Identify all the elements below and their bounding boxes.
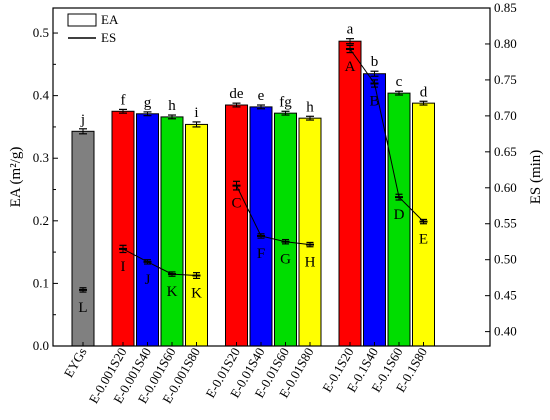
bar-E-0.1S80 [412, 102, 435, 347]
ea-label-E-0.001S40: g [144, 95, 152, 111]
ea-label-E-0.1S80: d [420, 84, 428, 100]
bar-E-0.001S20 [111, 110, 135, 347]
es-line-group-3 [236, 185, 311, 246]
left-tick-label-0.2: 0.2 [33, 213, 49, 228]
left-axis-title: EA (m²/g) [8, 147, 24, 208]
right-tick-label-0.45: 0.45 [494, 288, 517, 303]
ea-label-E-0.1S60: c [396, 74, 403, 90]
es-label-E-0.1S40: B [369, 94, 379, 110]
es-label-E-0.001S40: J [145, 272, 151, 288]
es-label-E-0.01S80: H [305, 255, 316, 271]
ea-label-E-0.01S60: fg [279, 94, 292, 110]
legend-label-ea: EA [101, 12, 119, 27]
right-tick-label-0.65: 0.65 [494, 144, 517, 159]
left-y-axis: 0.0 0.1 0.2 0.3 0.4 0.5 [33, 25, 58, 353]
es-label-E-0.1S80: E [419, 232, 428, 248]
ea-label-E-0.1S20: a [347, 22, 354, 38]
right-tick-label-0.80: 0.80 [494, 36, 517, 51]
es-label-E-0.01S20: C [231, 196, 241, 212]
legend-swatch-ea [67, 13, 97, 27]
right-tick-label-0.40: 0.40 [494, 324, 517, 339]
legend-label-es: ES [101, 30, 116, 45]
right-y-axis: 0.40 0.45 0.50 0.55 0.60 0.65 0.70 0.75 0.80 0.85 [485, 0, 517, 339]
left-tick-label-0.1: 0.1 [33, 275, 49, 290]
es-label-E-0.1S20: A [345, 59, 356, 75]
left-tick-label-0.4: 0.4 [33, 88, 50, 103]
left-tick-label-0.5: 0.5 [33, 25, 49, 40]
ea-label-E-0.001S60: h [168, 98, 176, 114]
bar-E-0.1S20 [338, 40, 362, 347]
es-label-E-0.001S20: I [121, 259, 126, 275]
right-tick-label-0.60: 0.60 [494, 180, 517, 195]
ea-bars [71, 40, 435, 347]
right-tick-label-0.70: 0.70 [494, 108, 517, 123]
bar-E-0.001S40 [136, 113, 159, 347]
bar-E-0.01S20 [225, 104, 248, 347]
ea-label-E-0.001S80: i [194, 105, 198, 121]
left-tick-label-0.3: 0.3 [33, 150, 49, 165]
plot-frame [52, 7, 491, 347]
ea-error-bars [79, 38, 428, 135]
ea-label-E-0.01S80: h [306, 99, 314, 115]
ea-label-E-0.001S20: f [121, 92, 126, 108]
es-label-E-0.01S60: G [280, 252, 291, 268]
es-label-E-0.001S80: K [191, 286, 202, 302]
es-line-series [79, 44, 428, 293]
es-label-E-0.001S60: K [167, 284, 178, 300]
right-tick-label-0.85: 0.85 [494, 0, 517, 15]
right-tick-label-0.75: 0.75 [494, 72, 517, 87]
es-label-E-0.01S40: F [257, 246, 265, 262]
es-line-group-4 [349, 48, 424, 222]
right-tick-label-0.50: 0.50 [494, 252, 517, 267]
bar-E-0.001S80 [185, 123, 208, 347]
plot-border [52, 7, 491, 347]
left-tick-label-0.0: 0.0 [33, 338, 49, 353]
ea-label-E-0.1S40: b [371, 54, 379, 70]
bar-E-0.01S40 [249, 106, 273, 347]
bar-E-0.01S80 [298, 117, 322, 347]
ea-label-E-0.01S40: e [258, 88, 265, 104]
es-line-group-2 [122, 248, 197, 277]
es-label-EYGs: L [78, 300, 87, 316]
x-axis: EYGsE-0.001S20E-0.001S40E-0.001S60E-0.00… [61, 342, 430, 406]
right-tick-label-0.55: 0.55 [494, 216, 517, 231]
ea-label-EYGs: j [80, 112, 85, 128]
ea-label-E-0.01S20: de [229, 86, 244, 102]
bar-E-0.001S60 [160, 116, 184, 347]
es-label-E-0.1S60: D [394, 207, 405, 223]
right-axis-title: ES (min) [528, 150, 544, 205]
bar-E-0.01S60 [274, 112, 297, 347]
x-tick-label-EYGs: EYGs [61, 345, 90, 380]
legend: EA ES [67, 12, 119, 45]
bar-E-0.1S40 [363, 73, 386, 347]
